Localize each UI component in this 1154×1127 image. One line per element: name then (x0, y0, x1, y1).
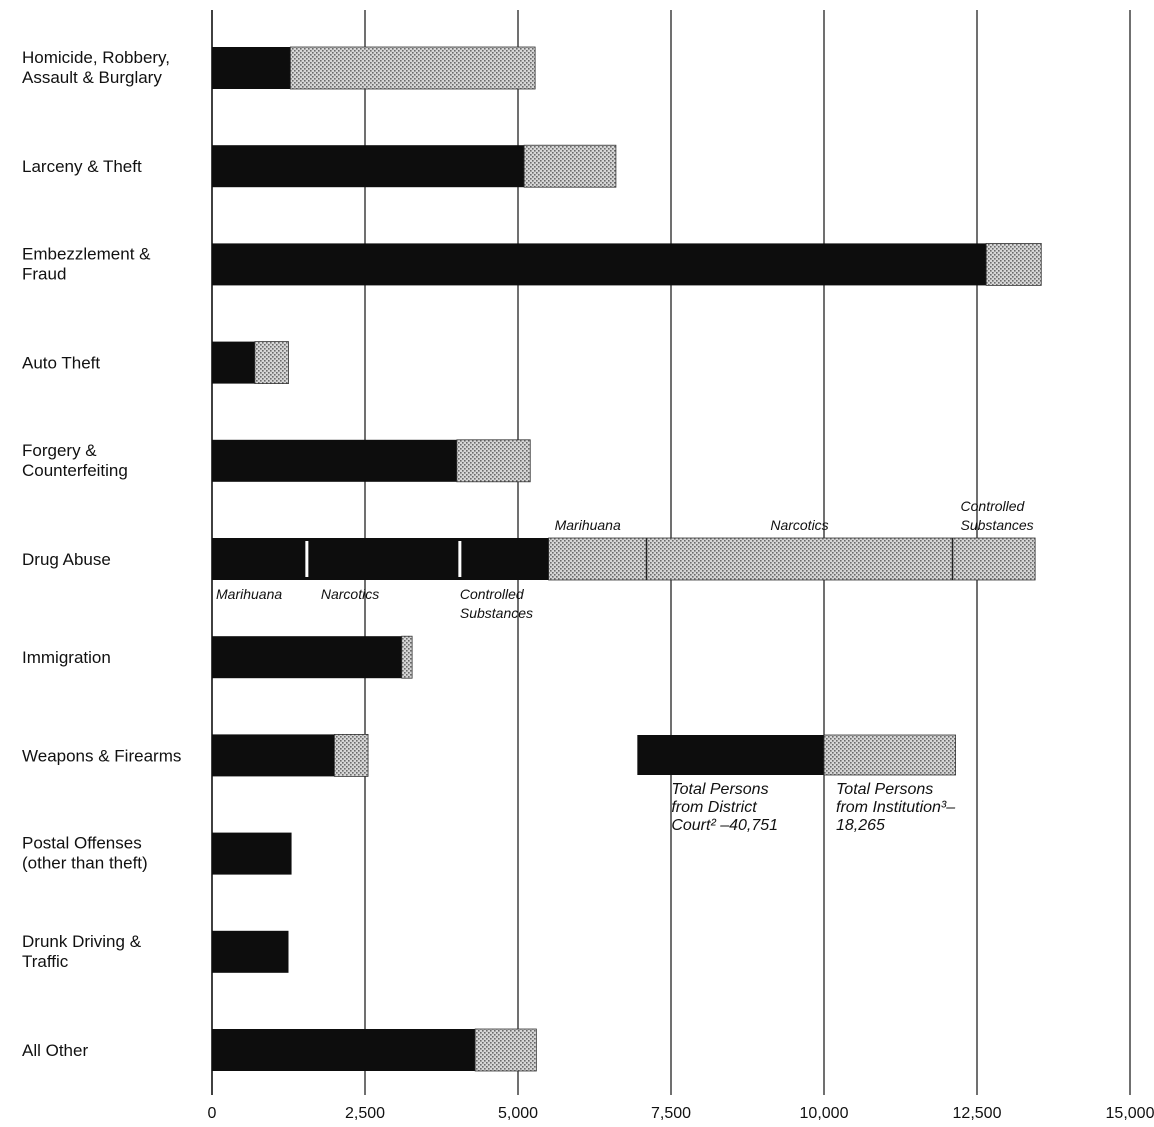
bar-institution (456, 439, 531, 483)
category-label: Drunk Driving & (22, 932, 142, 951)
bar-district-court (212, 930, 289, 973)
bar-district-court (212, 734, 335, 777)
bar-institution (254, 341, 289, 385)
drug-institution-segment-label: Substances (961, 517, 1034, 533)
category-label: (other than theft) (22, 854, 148, 873)
bar-institution (548, 537, 1036, 581)
legend-swatch-institution (823, 734, 956, 776)
category-label: Homicide, Robbery, (22, 48, 170, 67)
bar-district-court (212, 243, 987, 286)
category-label: Weapons & Firearms (22, 746, 181, 765)
x-tick-label: 5,000 (498, 1105, 538, 1122)
category-label: Embezzlement & (22, 244, 151, 263)
legend-label-institution: Total Persons (836, 781, 933, 798)
bar-district-court (212, 439, 457, 482)
category-labels: Homicide, Robbery,Assault & Burglary Larc… (22, 48, 181, 1060)
legend-label-institution: from Institution³– (836, 799, 955, 816)
bar-institution (985, 242, 1042, 286)
x-tick-label: 7,500 (651, 1105, 691, 1122)
drug-court-segment-label: Marihuana (216, 586, 282, 602)
category-label: Drug Abuse (22, 550, 111, 569)
category-label: Postal Offenses (22, 834, 142, 853)
drug-court-segment-label: Substances (460, 605, 533, 621)
bar-district-court (212, 832, 292, 875)
category-label: Auto Theft (22, 354, 100, 373)
category-label: Counterfeiting (22, 461, 128, 480)
category-label: Fraud (22, 264, 66, 283)
category-label: Forgery & (22, 441, 97, 460)
bar-district-court (212, 1029, 476, 1071)
bar-institution (289, 46, 536, 90)
drug-institution-segment-label: Controlled (961, 498, 1026, 514)
x-tick-label: 2,500 (345, 1105, 385, 1122)
bar-district-court (212, 341, 255, 384)
legend-swatch-district-court (637, 735, 824, 775)
bars (212, 46, 1042, 1072)
legend-label-district-court: Court² –40,751 (671, 817, 778, 834)
bar-institution (474, 1028, 537, 1072)
x-tick-label: 12,500 (953, 1105, 1002, 1122)
bar-district-court (212, 47, 291, 89)
legend-label-district-court: from District (671, 799, 757, 816)
drug-institution-segment-label: Marihuana (555, 517, 621, 533)
category-label: Assault & Burglary (22, 68, 162, 87)
bar-institution (401, 635, 413, 679)
bar-district-court (212, 636, 402, 679)
bar-district-court (212, 145, 525, 188)
bar-institution (523, 144, 617, 188)
x-tick-label: 0 (208, 1105, 217, 1122)
category-label: Immigration (22, 648, 111, 667)
x-tick-label: 10,000 (800, 1105, 849, 1122)
bar-institution (333, 734, 369, 777)
legend-label-district-court: Total Persons (671, 781, 768, 798)
x-tick-label: 15,000 (1106, 1105, 1154, 1122)
legend-label-institution: 18,265 (836, 817, 885, 834)
category-label: Traffic (22, 952, 69, 971)
x-axis-ticks: 0 2,500 5,000 7,500 10,000 12,500 15,000 (208, 1105, 1154, 1122)
drug-court-segment-label: Controlled (460, 586, 525, 602)
drug-annotations: Marihuana Narcotics Controlled Substances Ma… (216, 498, 1034, 621)
bar-district-court (212, 538, 549, 580)
drug-institution-segment-label: Narcotics (770, 517, 828, 533)
category-label: Larceny & Theft (22, 157, 142, 176)
drug-court-segment-label: Narcotics (321, 586, 379, 602)
category-label: All Other (22, 1041, 88, 1060)
